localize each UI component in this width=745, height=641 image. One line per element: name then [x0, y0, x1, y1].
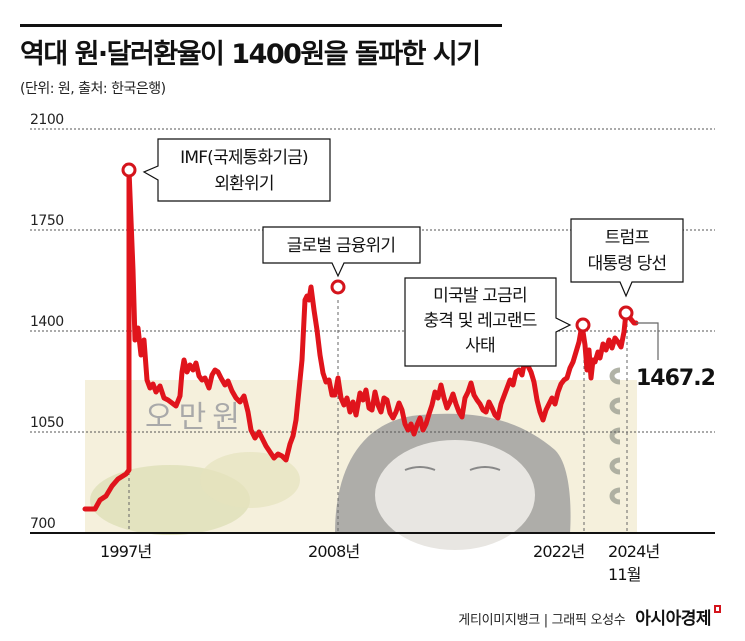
xtick-2008: 2008년: [308, 542, 360, 561]
callout-trump-line2: 대통령 당선: [588, 254, 667, 274]
callout-rate-shock: 미국발 고금리 충격 및 레고랜드 사태: [404, 277, 572, 367]
callout-trump-line1: 트럼프: [605, 228, 650, 248]
ytick-1750: 1750: [30, 213, 64, 229]
imf-peak-marker: [121, 162, 137, 178]
callout-rate-line3: 사태: [465, 336, 495, 356]
callout-imf-line2: 외환위기: [214, 174, 273, 194]
brand-mark-icon: [714, 605, 721, 613]
footer-credit: 게티이미지뱅크 | 그래픽 오성수 아시아경제: [458, 604, 721, 629]
ytick-1400: 1400: [30, 314, 64, 330]
chart-subtitle: (단위: 원, 출처: 한국은행): [20, 81, 166, 97]
watermark-text: 오만원: [145, 400, 246, 435]
ytick-1050: 1050: [30, 415, 64, 431]
xtick-2022: 2022년: [533, 542, 585, 561]
chart-title: 역대 원·달러환율이 1400원을 돌파한 시기: [20, 39, 481, 70]
ytick-700: 700: [30, 516, 55, 532]
callout-imf-line1: IMF(국제통화기금): [180, 148, 308, 168]
callout-imf: IMF(국제통화기금) 외환위기: [142, 138, 331, 202]
exchange-rate-line: [82, 167, 639, 512]
x-axis-labels: 1997년 2008년 2022년 2024년 11월: [100, 542, 660, 584]
ytick-2100: 2100: [30, 112, 64, 128]
y-axis-labels: 2100 1750 1400 1050 700: [30, 112, 64, 532]
last-value-label: 1467.2: [636, 366, 715, 391]
last-value-leader: [636, 322, 659, 360]
peak-markers: [121, 162, 634, 333]
rate-peak-marker: [575, 317, 591, 333]
xtick-2024-month: 11월: [608, 565, 641, 584]
xtick-2024: 2024년: [608, 542, 660, 561]
title-rule: [20, 24, 502, 27]
callout-trump: 트럼프 대통령 당선: [570, 218, 684, 298]
gfc-peak-marker: [330, 279, 346, 295]
callout-gfc-text: 글로벌 금융위기: [287, 236, 395, 256]
callout-gfc: 글로벌 금융위기: [262, 226, 421, 278]
callout-rate-line2: 충격 및 레고랜드: [423, 311, 536, 331]
year-markers: [128, 300, 628, 533]
brand-logo: 아시아경제: [635, 609, 711, 629]
trump-peak-marker: [618, 305, 634, 321]
callout-rate-line1: 미국발 고금리: [433, 286, 527, 306]
xtick-1997: 1997년: [100, 542, 152, 561]
credit-text: 게티이미지뱅크 | 그래픽 오성수: [458, 613, 626, 628]
